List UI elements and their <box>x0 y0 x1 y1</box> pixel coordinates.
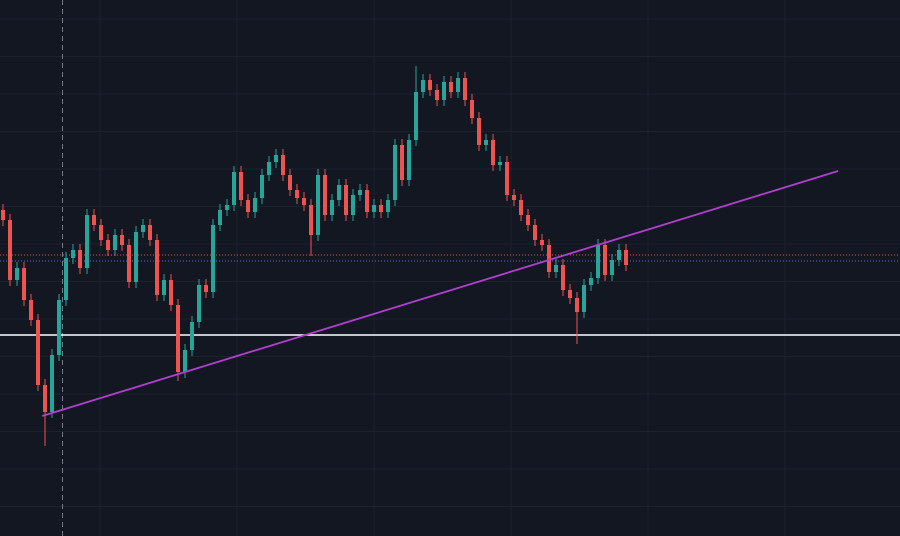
candle-body <box>309 205 313 235</box>
candle-body <box>8 220 12 280</box>
candle-body <box>253 198 257 212</box>
candle-body <box>15 268 19 280</box>
candle-body <box>246 200 250 212</box>
candle-body <box>351 195 355 215</box>
candle-body <box>204 285 208 292</box>
candle-body <box>617 250 621 260</box>
candle-body <box>85 215 89 268</box>
candle-body <box>134 232 138 282</box>
candle-body <box>260 175 264 198</box>
candle-body <box>99 225 103 240</box>
candle-body <box>92 215 96 225</box>
candle-body <box>596 245 600 278</box>
candle-body <box>610 260 614 275</box>
candle-body <box>288 175 292 190</box>
candle-body <box>330 200 334 215</box>
candle-body <box>414 92 418 140</box>
candle-body <box>568 290 572 298</box>
candle-body <box>624 250 628 265</box>
candle-body <box>575 298 579 312</box>
candle-body <box>267 162 271 175</box>
candle-body <box>36 320 40 385</box>
candle-body <box>141 225 145 232</box>
candle-body <box>358 190 362 195</box>
candle-body <box>316 175 320 235</box>
candle-body <box>29 300 33 320</box>
candle-body <box>120 235 124 245</box>
candle-body <box>225 205 229 210</box>
candle-body <box>442 82 446 100</box>
trendline <box>41 170 839 417</box>
candle-body <box>239 172 243 200</box>
candle-body <box>582 285 586 312</box>
candle-body <box>71 250 75 258</box>
candle-body <box>498 162 502 165</box>
candle-body <box>435 90 439 100</box>
candle-body <box>421 80 425 92</box>
candle-body <box>302 198 306 205</box>
candle-body <box>232 172 236 205</box>
candle-body <box>323 175 327 215</box>
candle-body <box>162 280 166 295</box>
candle-body <box>519 200 523 215</box>
candle-body <box>78 250 82 268</box>
candle-body <box>428 80 432 90</box>
candle-body <box>379 205 383 212</box>
candle-body <box>127 245 131 282</box>
candle-body <box>211 225 215 292</box>
candle-body <box>449 82 453 92</box>
candle-body <box>155 240 159 295</box>
candle-body <box>484 140 488 145</box>
candle-body <box>365 190 369 212</box>
candle-body <box>540 240 544 245</box>
candle-body <box>169 280 173 305</box>
candle-body <box>456 78 460 92</box>
candle-body <box>190 322 194 350</box>
candle-body <box>295 190 299 198</box>
candle-body <box>113 235 117 250</box>
candle-body <box>386 200 390 212</box>
candle-body <box>470 100 474 118</box>
candle-body <box>603 245 607 275</box>
candle-body <box>1 210 5 220</box>
candle-body <box>176 305 180 372</box>
candle-body <box>148 225 152 240</box>
candle-body <box>337 185 341 200</box>
candle-body <box>400 145 404 180</box>
candle-body <box>218 210 222 225</box>
candle-body <box>407 140 411 180</box>
candle-body <box>344 185 348 215</box>
candle-body <box>533 225 537 240</box>
candle-body <box>463 78 467 100</box>
candle-body <box>561 265 565 290</box>
candle-body <box>197 285 201 322</box>
candle-body <box>547 245 551 272</box>
candle-body <box>526 215 530 225</box>
candle-body <box>491 140 495 165</box>
candle-body <box>589 278 593 285</box>
candle-body <box>183 350 187 372</box>
candle-body <box>64 258 68 300</box>
candle-body <box>274 155 278 162</box>
candle-body <box>106 240 110 250</box>
candle-body <box>512 195 516 200</box>
candle-body <box>50 355 54 412</box>
candle-body <box>43 385 47 412</box>
candle-body <box>57 300 61 355</box>
candle-body <box>22 268 26 300</box>
candle-body <box>477 118 481 145</box>
candle-body <box>372 205 376 212</box>
candle-body <box>505 162 509 195</box>
candle-body <box>554 265 558 272</box>
candle-body <box>393 145 397 200</box>
candle-body <box>281 155 285 175</box>
